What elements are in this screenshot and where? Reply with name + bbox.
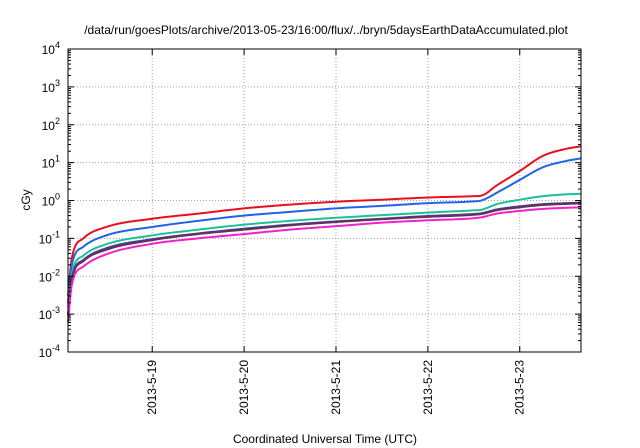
series-line-2: [67, 157, 582, 303]
y-tick-label: 104: [42, 40, 60, 57]
x-tick-label: 2013-5-23: [513, 360, 527, 415]
y-tick-label: 10-4: [39, 343, 60, 360]
x-tick-label: 2013-5-20: [237, 360, 251, 415]
plot-frame: [67, 48, 582, 353]
series-line-1: [67, 145, 582, 297]
y-tick-label: 101: [42, 154, 60, 171]
series-line-3: [67, 192, 582, 308]
x-axis-label: Coordinated Universal Time (UTC): [233, 432, 417, 446]
y-tick-label: 10-3: [39, 305, 60, 322]
grid: [68, 49, 581, 352]
series-group: [67, 145, 582, 323]
series-line-6: [67, 206, 582, 323]
y-tick-label: 10-2: [39, 267, 60, 284]
y-tick-label: 103: [42, 78, 60, 95]
y-tick-label: 102: [42, 116, 60, 133]
x-tick-label: 2013-5-19: [145, 360, 159, 415]
series-line-5: [67, 202, 582, 316]
x-tick-label: 2013-5-22: [421, 360, 435, 415]
y-tick-label: 10-1: [39, 229, 60, 246]
x-tick-label: 2013-5-21: [329, 360, 343, 415]
y-tick-label: 100: [42, 192, 60, 209]
y-axis-label: cGy: [19, 189, 33, 210]
x-axis: 2013-5-19 2013-5-20 2013-5-21 2013-5-22 2013…: [145, 49, 527, 415]
chart-title: /data/run/goesPlots/archive/2013-05-23/1…: [84, 23, 568, 37]
